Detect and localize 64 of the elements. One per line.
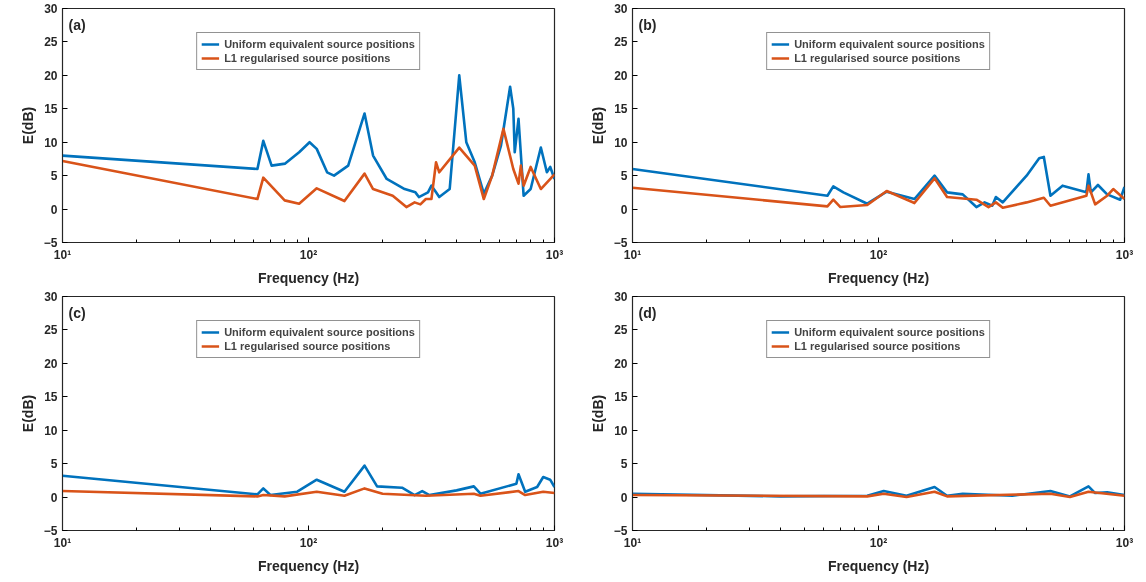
y-axis-title: E(dB) (19, 394, 36, 433)
y-tick-label: 25 (614, 35, 628, 50)
y-tick-label: 25 (44, 35, 58, 50)
y-tick-label: −5 (43, 236, 58, 250)
annotation: (d) (638, 304, 657, 321)
annotation: (b) (638, 16, 657, 33)
y-tick-label: 5 (620, 457, 628, 472)
x-tick-label: 10¹ (53, 247, 72, 262)
legend-label: L1 regularised source positions (794, 339, 961, 353)
y-tick-label: 25 (614, 323, 628, 338)
y-tick-label: 15 (44, 390, 58, 405)
y-tick-label: 30 (44, 2, 58, 16)
x-axis-title: Frequency (Hz) (827, 269, 930, 286)
y-tick-label: 20 (614, 68, 628, 83)
x-tick-label: 10² (869, 535, 888, 550)
x-tick-label: 10³ (545, 535, 564, 550)
y-tick-label: 0 (620, 202, 628, 217)
legend-label: L1 regularised source positions (224, 339, 391, 353)
legend-label: Uniform equivalent source positions (794, 325, 985, 339)
annotation: (c) (68, 304, 86, 321)
x-axis-title: Frequency (Hz) (257, 557, 360, 574)
y-tick-label: 5 (50, 169, 58, 184)
x-tick-label: 10³ (545, 247, 564, 262)
y-tick-label: 5 (620, 169, 628, 184)
x-tick-label: 10² (869, 247, 888, 262)
y-axis-title: E(dB) (589, 106, 606, 145)
y-tick-label: 15 (614, 390, 628, 405)
y-tick-label: −5 (613, 524, 628, 538)
legend-label: L1 regularised source positions (224, 51, 391, 65)
legend-label: Uniform equivalent source positions (224, 37, 415, 51)
x-axis-title: Frequency (Hz) (827, 557, 930, 574)
x-tick-label: 10² (299, 247, 318, 262)
y-axis-title: E(dB) (589, 394, 606, 433)
y-tick-label: 15 (44, 102, 58, 117)
y-tick-label: 20 (44, 68, 58, 83)
y-tick-label: 25 (44, 323, 58, 338)
y-tick-label: 10 (614, 423, 628, 438)
y-axis-title: E(dB) (19, 106, 36, 145)
y-tick-label: 30 (614, 290, 628, 304)
y-tick-label: 5 (50, 457, 58, 472)
x-tick-label: 10² (299, 535, 318, 550)
y-tick-label: 20 (44, 356, 58, 371)
y-tick-label: −5 (43, 524, 58, 538)
y-tick-label: 10 (44, 135, 58, 150)
y-tick-label: 30 (614, 2, 628, 16)
legend-label: L1 regularised source positions (794, 51, 961, 65)
y-tick-label: 0 (50, 202, 58, 217)
x-tick-label: 10¹ (53, 535, 72, 550)
y-tick-label: 30 (44, 290, 58, 304)
y-tick-label: 15 (614, 102, 628, 117)
legend-label: Uniform equivalent source positions (794, 37, 985, 51)
y-tick-label: 10 (44, 423, 58, 438)
y-tick-label: 0 (620, 490, 628, 505)
x-tick-label: 10¹ (623, 535, 642, 550)
y-tick-label: −5 (613, 236, 628, 250)
x-tick-label: 10³ (1115, 535, 1134, 550)
legend-label: Uniform equivalent source positions (224, 325, 415, 339)
x-tick-label: 10¹ (623, 247, 642, 262)
annotation: (a) (68, 16, 86, 33)
y-tick-label: 0 (50, 490, 58, 505)
y-tick-label: 20 (614, 356, 628, 371)
y-tick-label: 10 (614, 135, 628, 150)
x-tick-label: 10³ (1115, 247, 1134, 262)
x-axis-title: Frequency (Hz) (257, 269, 360, 286)
